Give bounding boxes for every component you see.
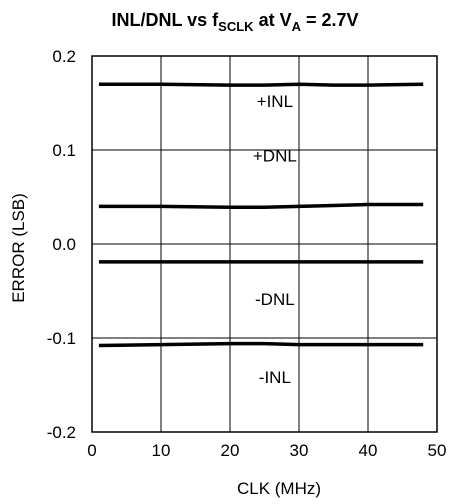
x-tick-label: 40 bbox=[359, 441, 378, 460]
x-tick-labels: 0 10 20 30 40 50 bbox=[87, 441, 446, 460]
y-axis-label: ERROR (LSB) bbox=[9, 193, 28, 303]
y-tick-label: -0.1 bbox=[47, 329, 76, 348]
series-labels: +INL +DNL -DNL -INL bbox=[253, 92, 297, 387]
plot-frame bbox=[91, 55, 438, 433]
series-lines bbox=[98, 82, 424, 348]
title-text: INL/DNL vs f bbox=[111, 10, 219, 30]
y-tick-label: 0.1 bbox=[52, 141, 76, 160]
chart-title: INL/DNL vs fSCLK at VA = 2.7V bbox=[111, 10, 358, 34]
y-tick-label: 0.0 bbox=[52, 235, 76, 254]
x-tick-label: 30 bbox=[290, 441, 309, 460]
title-subscript: A bbox=[292, 19, 302, 34]
series-line-inl-3 bbox=[98, 341, 424, 348]
grid-lines bbox=[92, 56, 437, 432]
series-line-inl-0 bbox=[98, 82, 424, 87]
series-line-dnl-1 bbox=[98, 202, 424, 210]
title-subscript: SCLK bbox=[218, 19, 254, 34]
x-tick-label: 20 bbox=[221, 441, 240, 460]
title-text: at V bbox=[254, 10, 292, 30]
x-axis-label: CLK (MHz) bbox=[237, 479, 321, 498]
series-label: +DNL bbox=[253, 146, 297, 165]
x-tick-label: 10 bbox=[152, 441, 171, 460]
y-tick-label: -0.2 bbox=[47, 423, 76, 442]
y-tick-labels: -0.2 -0.1 0.0 0.1 0.2 bbox=[47, 47, 76, 442]
series-label: -DNL bbox=[255, 290, 295, 309]
series-label: +INL bbox=[257, 92, 293, 111]
x-tick-label: 50 bbox=[428, 441, 447, 460]
x-tick-label: 0 bbox=[87, 441, 96, 460]
y-tick-label: 0.2 bbox=[52, 47, 76, 66]
title-text: = 2.7V bbox=[301, 10, 359, 30]
series-label: -INL bbox=[259, 368, 291, 387]
